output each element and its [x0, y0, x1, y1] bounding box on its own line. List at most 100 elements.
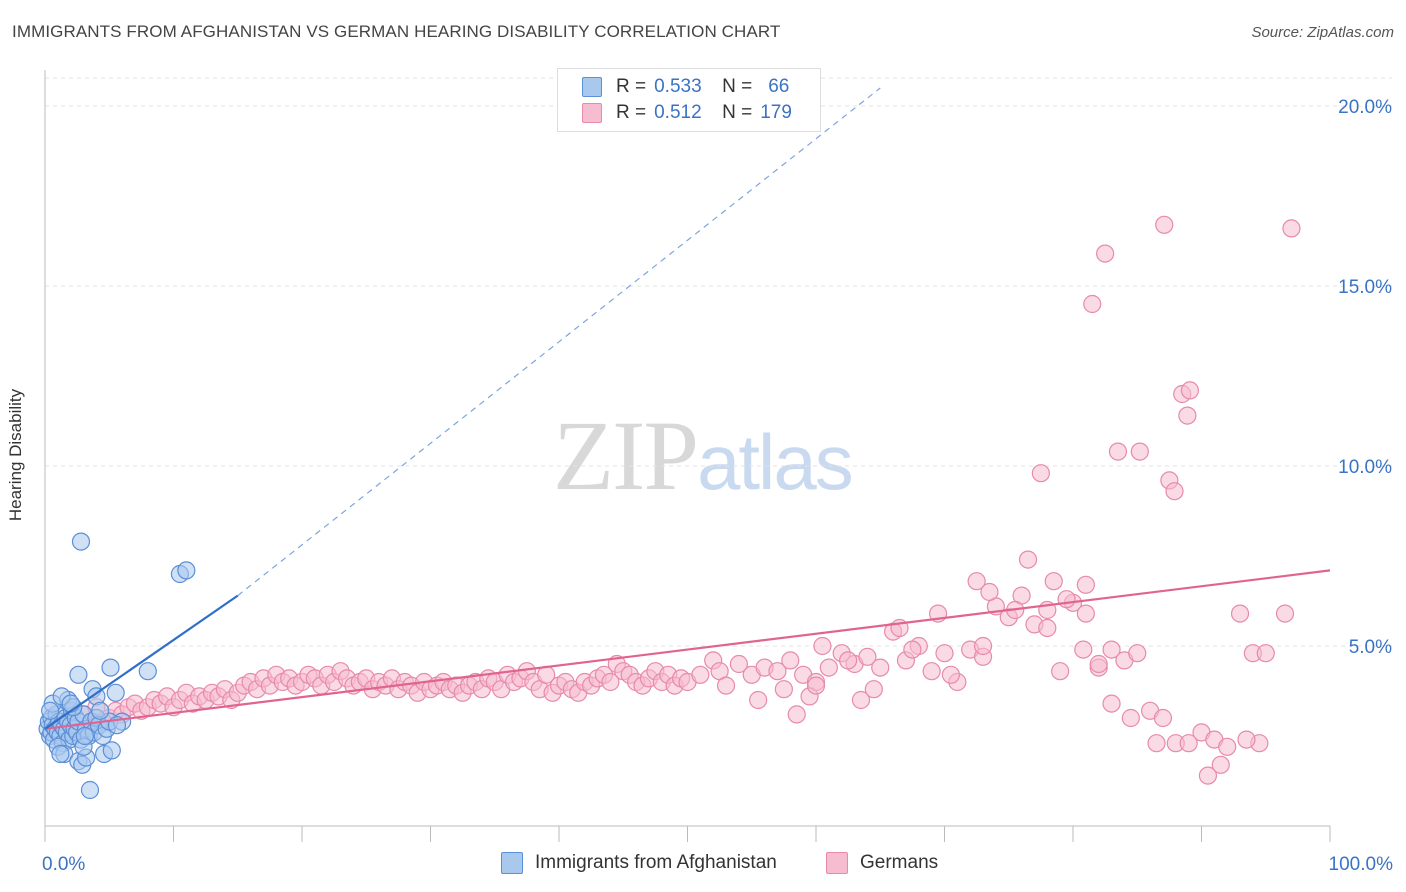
germans-point: [1180, 381, 1200, 400]
germans-point: [967, 572, 986, 591]
afghanistan-point: [101, 658, 120, 677]
germans-point: [729, 654, 749, 674]
germans-point: [1121, 708, 1140, 728]
germans-point: [980, 582, 999, 602]
germans-point: [1153, 708, 1173, 728]
afghanistan-point: [177, 561, 196, 580]
afghanistan-point: [41, 701, 60, 720]
y-tick-label: 10.0%: [1338, 457, 1392, 478]
stats-legend-row-germans: R = 0.512 N = 179: [582, 101, 792, 125]
series-legend: Immigrants from Afghanistan Germans: [0, 852, 1406, 878]
germans-point: [864, 680, 883, 699]
germans-point: [1256, 644, 1275, 663]
germans-point: [1018, 550, 1038, 569]
r-value: 0.533: [654, 76, 702, 97]
germans-point: [774, 680, 793, 699]
x-tick-label-min: 0.0%: [42, 854, 85, 875]
germans-point: [691, 665, 710, 684]
germans-point: [749, 690, 768, 710]
afghanistan-point: [106, 683, 125, 702]
germans-point: [1128, 644, 1147, 663]
germans-point: [1130, 442, 1149, 461]
germans-point: [1282, 219, 1301, 238]
legend-item-germans[interactable]: Germans: [826, 852, 938, 874]
afghanistan-trend-extension: [237, 87, 881, 597]
germans-point: [1031, 464, 1050, 483]
germans-trend-line: [44, 569, 1331, 730]
germans-point: [1038, 618, 1057, 638]
legend-swatch-germans: [826, 852, 848, 874]
germans-point: [871, 658, 890, 677]
legend-label-germans: Germans: [860, 852, 939, 873]
legend-label-afghanistan: Immigrants from Afghanistan: [535, 852, 777, 873]
swatch-germans: [582, 103, 602, 123]
r-label: R =: [616, 76, 647, 97]
stats-legend-row-afghanistan: R = 0.533 N = 66: [582, 75, 789, 99]
germans-point: [813, 636, 832, 656]
germans-point: [768, 662, 787, 681]
afghanistan-point: [138, 662, 157, 681]
germans-point: [1076, 575, 1095, 594]
germans-point: [1051, 662, 1070, 681]
afghanistan-point: [51, 744, 70, 764]
watermark: ZIPatlas: [553, 398, 854, 513]
afghanistan-point: [69, 665, 88, 684]
swatch-afghanistan: [582, 77, 602, 97]
germans-point: [1147, 734, 1166, 753]
r-value: 0.512: [654, 102, 702, 123]
chart-source: Source: ZipAtlas.com: [1251, 24, 1394, 41]
y-tick-label: 15.0%: [1338, 277, 1392, 298]
watermark-zip: ZIP: [553, 400, 699, 511]
germans-point: [1083, 294, 1102, 314]
afghanistan-point: [71, 532, 91, 551]
n-value: 179: [760, 102, 792, 123]
y-tick-label: 20.0%: [1338, 97, 1392, 118]
germans-point: [851, 690, 871, 710]
germans-point: [1179, 734, 1198, 753]
germans-point: [601, 672, 620, 692]
watermark-atlas: atlas: [697, 418, 854, 506]
germans-point: [1074, 640, 1093, 659]
afghanistan-point: [80, 780, 100, 800]
germans-point: [787, 705, 806, 724]
germans-point: [716, 676, 736, 695]
germans-point: [1237, 730, 1256, 749]
germans-point: [806, 676, 826, 695]
germans-point: [858, 647, 877, 666]
germans-point: [1057, 590, 1076, 609]
germans-point: [839, 651, 858, 670]
germans-point: [1076, 604, 1095, 623]
afghanistan-point: [61, 694, 80, 713]
germans-point: [819, 658, 838, 677]
afghanistan-point: [75, 726, 94, 746]
y-tick-label: 5.0%: [1349, 637, 1392, 658]
germans-point: [1102, 640, 1121, 659]
n-value: 66: [768, 76, 790, 97]
germans-point: [1198, 766, 1218, 785]
n-label: N =: [722, 102, 753, 123]
x-tick-label-max: 100.0%: [1329, 854, 1394, 875]
germans-point: [1108, 442, 1128, 461]
y-axis-title: Hearing Disability: [6, 388, 25, 522]
n-label: N =: [722, 76, 753, 97]
germans-point: [941, 665, 961, 684]
germans-point: [1096, 244, 1115, 263]
afghanistan-point: [91, 701, 110, 720]
germans-point: [1155, 215, 1174, 234]
legend-item-afghanistan[interactable]: Immigrants from Afghanistan: [501, 852, 777, 874]
germans-point: [1275, 604, 1295, 623]
germans-point: [1089, 654, 1108, 674]
germans-point: [1044, 572, 1063, 591]
germans-point: [1165, 482, 1184, 501]
germans-point: [935, 644, 954, 663]
germans-point: [1102, 694, 1121, 713]
r-label: R =: [616, 102, 647, 123]
germans-point: [922, 662, 941, 681]
germans-point: [903, 640, 922, 659]
germans-point: [781, 651, 800, 670]
legend-swatch-afghanistan: [501, 852, 523, 874]
germans-point: [1218, 737, 1237, 756]
chart-title: IMMIGRANTS FROM AFGHANISTAN VS GERMAN HE…: [12, 22, 781, 41]
stats-legend: R = 0.533 N = 66 R = 0.512 N = 179: [557, 68, 821, 132]
